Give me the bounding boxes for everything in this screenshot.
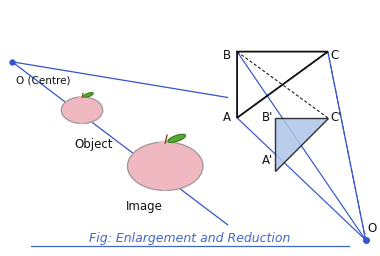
Ellipse shape [127, 142, 203, 190]
Text: Object: Object [74, 138, 113, 151]
Ellipse shape [61, 97, 103, 123]
Text: Fig: Enlargement and Reduction: Fig: Enlargement and Reduction [89, 232, 290, 245]
Ellipse shape [168, 134, 185, 142]
Polygon shape [275, 118, 328, 171]
Ellipse shape [79, 121, 84, 123]
Text: B': B' [261, 111, 273, 124]
Text: B: B [223, 49, 231, 62]
Ellipse shape [84, 93, 93, 97]
Text: C': C' [331, 111, 342, 124]
Ellipse shape [159, 141, 171, 147]
Text: O: O [367, 222, 377, 235]
Text: Image: Image [125, 200, 162, 214]
Text: C: C [331, 49, 339, 62]
Text: A': A' [262, 154, 273, 167]
Ellipse shape [79, 97, 86, 99]
Text: A: A [223, 111, 231, 124]
Text: O (Centre): O (Centre) [16, 76, 70, 86]
Ellipse shape [161, 185, 170, 190]
